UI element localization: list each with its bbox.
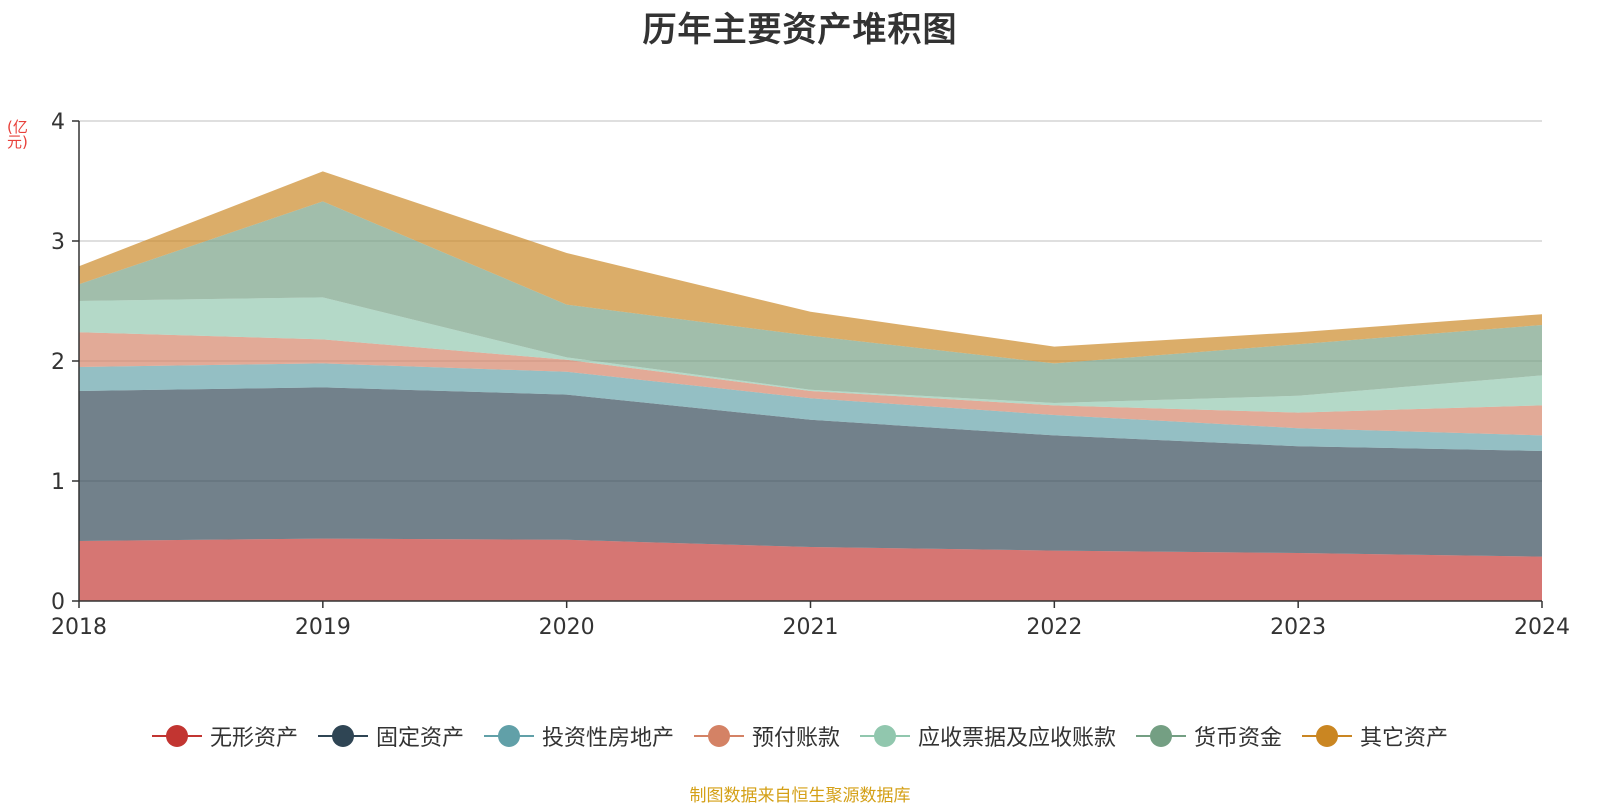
legend-label: 无形资产 [209,726,298,751]
legend-label: 预付账款 [751,726,840,751]
x-tick-label: 2024 [1514,615,1570,640]
legend-label: 其它资产 [1360,726,1449,751]
area-固定资产 [79,387,1542,557]
legend-item[interactable]: 货币资金 [1136,720,1282,752]
area-无形资产 [79,538,1542,601]
area-货币资金 [79,201,1542,403]
legend-label: 应收票据及应收账款 [918,726,1117,751]
area-预付账款 [79,332,1542,436]
x-tick-label: 2021 [783,615,839,640]
x-tick-label: 2020 [539,615,595,640]
stacked-area-chart: 0 1 2 3 4 2018 2019 2020 2021 2022 2023 2024 [51,110,1570,640]
x-tick-label: 2019 [295,615,351,640]
area-其它资产 [79,171,1542,364]
legend: 无形资产 固定资产 投资性房地产 预付账款 应收票据及应收账款 货币资金 其它资产 [0,718,1600,754]
legend-marker-icon [860,725,910,747]
legend-marker-icon [483,725,534,747]
area-投资性房地产 [79,363,1542,451]
source-note: 制图数据来自恒生聚源数据库 [689,786,911,806]
legend-label: 货币资金 [1194,726,1283,751]
y-tick-label: 4 [51,110,65,135]
legend-marker-icon [1302,725,1353,747]
legend-item[interactable]: 投资性房地产 [483,720,674,752]
area-应收票据及应收账款 [79,297,1542,413]
y-tick-label: 2 [51,350,65,375]
legend-marker-icon [693,725,744,747]
y-tick-label: 3 [51,230,65,255]
y-tick-label: 0 [51,590,65,615]
axes: 0 1 2 3 4 2018 2019 2020 2021 2022 2023 2024 [51,110,1570,640]
y-axis-unit-label: (亿元) [7,118,28,151]
legend-item[interactable]: 其它资产 [1302,720,1448,752]
area-series [79,171,1542,601]
legend-item[interactable]: 预付账款 [693,720,840,752]
chart-title: 历年主要资产堆积图 [642,10,958,50]
x-tick-label: 2023 [1270,615,1326,640]
legend-marker-icon [1136,725,1187,747]
x-tick-label: 2018 [51,615,107,640]
legend-label: 投资性房地产 [541,726,674,751]
legend-label: 固定资产 [375,726,464,751]
legend-item[interactable]: 无形资产 [151,720,298,752]
x-tick-label: 2022 [1026,615,1082,640]
legend-marker-icon [317,725,368,747]
legend-item[interactable]: 固定资产 [317,720,464,752]
legend-item[interactable]: 应收票据及应收账款 [860,720,1116,752]
y-tick-label: 1 [51,470,65,495]
legend-marker-icon [151,725,202,747]
